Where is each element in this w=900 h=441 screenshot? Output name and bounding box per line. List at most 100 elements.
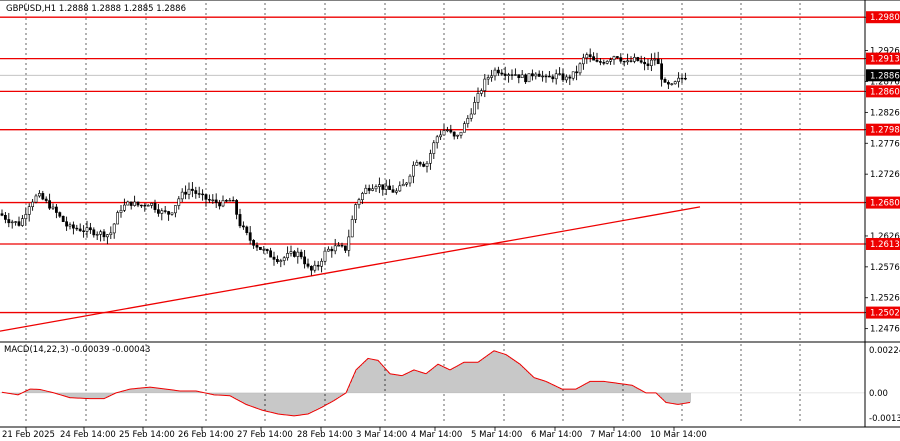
candle-body — [330, 248, 334, 252]
candle — [163, 205, 167, 214]
candle-body — [507, 74, 511, 76]
candle — [48, 193, 52, 210]
candle — [252, 239, 256, 249]
candle-body — [527, 73, 531, 83]
candle — [82, 225, 86, 238]
candle — [248, 226, 252, 245]
candle — [184, 185, 188, 200]
candle-body — [201, 193, 205, 196]
x-tick-label: 27 Feb 14:00 — [237, 430, 293, 440]
candle — [116, 210, 120, 225]
candle — [208, 194, 211, 204]
candle — [292, 250, 296, 258]
candle — [405, 182, 409, 187]
candle — [663, 77, 667, 83]
candle — [218, 199, 222, 210]
candle-body — [14, 221, 18, 223]
candle-body — [119, 209, 123, 213]
candle-body — [7, 219, 11, 224]
candle — [180, 188, 184, 202]
candle-body — [75, 227, 79, 230]
candle — [316, 261, 320, 271]
macd-indicator — [0, 350, 865, 417]
candle — [646, 58, 650, 70]
candle-body — [520, 74, 524, 79]
candle — [4, 212, 7, 224]
candle — [473, 96, 477, 115]
candle-body — [316, 264, 320, 267]
candle-body — [428, 153, 432, 164]
candle-body — [340, 245, 344, 247]
candle — [459, 131, 463, 139]
candle — [415, 159, 419, 166]
candle — [51, 203, 55, 210]
candle-body — [653, 58, 657, 61]
candle-body — [554, 73, 558, 80]
candle-body — [309, 265, 313, 271]
candle-body — [163, 210, 167, 212]
candle — [242, 221, 245, 230]
candle-body — [683, 77, 687, 80]
candle — [462, 121, 466, 133]
level-label: 1.2680 — [870, 199, 900, 209]
candle-body — [265, 249, 269, 252]
candle-body — [649, 59, 653, 66]
candle — [95, 231, 99, 240]
candle — [544, 73, 548, 83]
candle — [20, 215, 24, 227]
candle-body — [92, 229, 96, 236]
candle — [31, 198, 35, 211]
candle — [581, 53, 585, 70]
candle — [500, 69, 504, 76]
candle-body — [242, 225, 245, 228]
y-tick-label: 1.2576 — [870, 263, 900, 273]
candle-body — [367, 187, 371, 191]
candle — [129, 201, 133, 210]
level-label-bg — [866, 196, 900, 209]
candle-body — [34, 195, 38, 203]
candle — [194, 186, 198, 199]
candle-body — [286, 253, 290, 259]
candle-body — [660, 63, 664, 80]
candle-body — [405, 182, 409, 185]
candle-body — [258, 246, 262, 250]
candle — [102, 229, 106, 242]
candle — [510, 69, 514, 80]
candle — [231, 196, 235, 202]
candle — [442, 124, 446, 136]
candle — [187, 182, 191, 200]
candle — [24, 207, 28, 226]
candle — [680, 74, 684, 84]
candle-body — [598, 61, 602, 63]
candle — [221, 195, 225, 208]
candle — [157, 204, 160, 217]
y-tick-label: 1.2526 — [870, 294, 900, 304]
candle — [27, 203, 31, 222]
candle-body — [493, 69, 497, 77]
x-tick-label: 5 Mar 14:00 — [471, 430, 522, 440]
candle — [507, 72, 511, 83]
candle-body — [476, 93, 480, 103]
candle-body — [78, 228, 82, 232]
candle-body — [364, 187, 368, 194]
candle-body — [146, 205, 150, 207]
candle — [167, 210, 171, 221]
candle — [126, 200, 130, 206]
candle-body — [157, 209, 160, 214]
candle-body — [248, 232, 252, 241]
candle — [622, 60, 626, 67]
candle — [541, 70, 545, 82]
candle — [119, 205, 123, 218]
candle — [197, 186, 201, 199]
candle-body — [459, 131, 463, 136]
candle-body — [282, 257, 286, 261]
level-label-bg — [866, 52, 900, 65]
candle-body — [425, 162, 429, 167]
level-label-bg — [866, 237, 900, 250]
candle-body — [228, 199, 232, 202]
candle — [123, 198, 126, 212]
candle — [626, 53, 630, 65]
candle — [153, 199, 157, 213]
candle — [578, 62, 582, 76]
candle — [299, 249, 303, 260]
